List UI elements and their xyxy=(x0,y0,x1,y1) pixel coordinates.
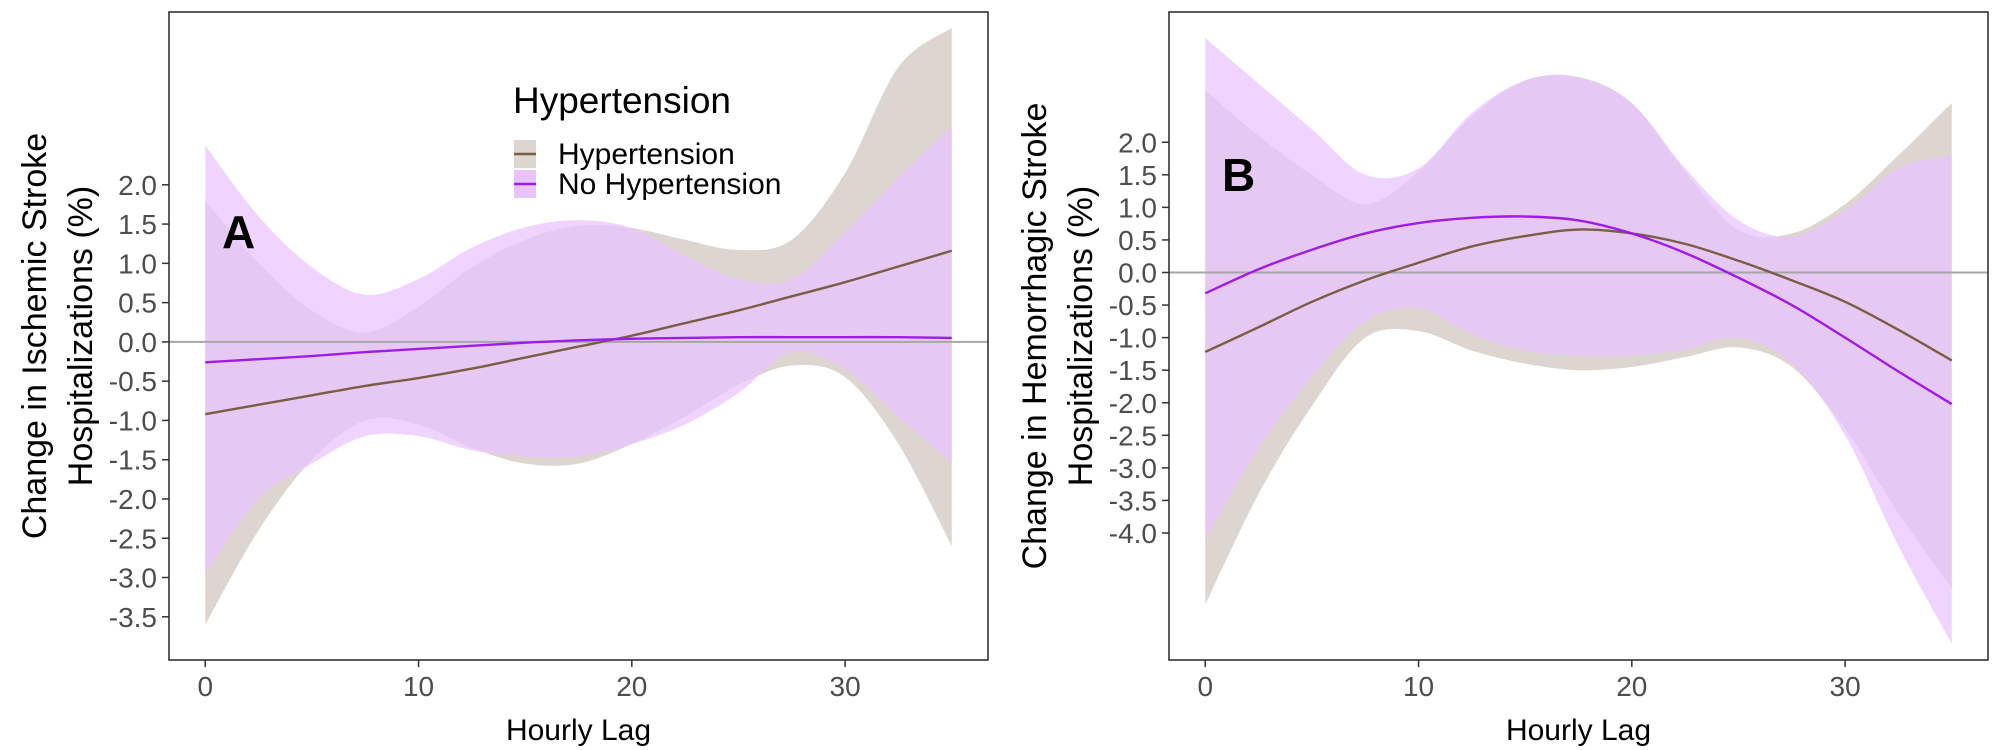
y-tick-label: 0.5 xyxy=(1118,225,1157,256)
panel-border xyxy=(168,11,989,661)
plot-area xyxy=(1169,38,1988,644)
x-tick-label: 10 xyxy=(1403,671,1434,702)
y-tick-label: -1.5 xyxy=(1109,355,1157,386)
legend-entry-label: Hypertension xyxy=(558,138,735,171)
y-tick-label: 0.5 xyxy=(118,288,157,319)
y-tick-label: 2.0 xyxy=(1118,127,1157,158)
series-line-hypertension xyxy=(205,249,953,416)
legend-title: Hypertension xyxy=(513,80,731,121)
series-line-no-hypertension xyxy=(205,335,952,364)
x-tick-label: 30 xyxy=(830,671,861,702)
series-line-hypertension xyxy=(1204,228,1953,362)
y-tick-label: -2.5 xyxy=(109,523,157,554)
y-tick-label: -3.0 xyxy=(109,563,157,594)
x-tick-label: 10 xyxy=(403,671,434,702)
y-tick-label: 0.0 xyxy=(118,327,157,358)
y-axis-title-line-2: Hospitalizations (%) xyxy=(1062,186,1100,486)
y-tick-label: 1.5 xyxy=(1118,160,1157,191)
y-tick-label: -3.5 xyxy=(109,602,157,633)
y-tick-label: -4.0 xyxy=(1109,518,1157,549)
x-tick-label: 0 xyxy=(197,671,213,702)
y-tick-label: -0.5 xyxy=(1109,290,1157,321)
y-tick-label: 1.0 xyxy=(118,248,157,279)
y-tick-label: -1.5 xyxy=(109,445,157,476)
y-tick-label: 1.5 xyxy=(118,209,157,240)
panel-letter: A xyxy=(222,206,255,258)
chart-panel-a: -3.5 -3.0 -2.5 -2.0 -1.5 -1.0 -0.5 0.0 0.5 1.0 1.5… xyxy=(16,11,989,747)
y-tick-label: -2.0 xyxy=(109,484,157,515)
y-tick-label: -3.5 xyxy=(1109,485,1157,516)
y-tick-label: -2.5 xyxy=(1109,420,1157,451)
confidence-band-no-hypertension xyxy=(1205,38,1952,644)
x-tick-label: 20 xyxy=(1616,671,1647,702)
y-tick-label: 0.0 xyxy=(1118,258,1157,289)
panel-border xyxy=(1168,11,1989,661)
chart-panel-b: -4.0-3.5-3.0-2.5-2.0-1.5-1.0-0.50.00.51.… xyxy=(1016,11,1989,747)
y-tick-label: -1.0 xyxy=(109,405,157,436)
y-axis-title-line-1: Change in Ischemic Stroke xyxy=(16,133,54,539)
y-tick-label: 2.0 xyxy=(118,170,157,201)
x-axis-title: Hourly Lag xyxy=(1506,714,1651,747)
y-axis-title-line-1: Change in Hemorrhagic Stroke xyxy=(1016,103,1054,570)
y-tick-label: 1.0 xyxy=(1118,192,1157,223)
confidence-band-no-hypertension xyxy=(205,125,952,574)
plot-area xyxy=(169,27,988,625)
x-tick-label: 30 xyxy=(1830,671,1861,702)
series-line-no-hypertension xyxy=(1204,215,1953,406)
x-tick-label: 0 xyxy=(1197,671,1213,702)
legend-entry-label: No Hypertension xyxy=(558,168,781,201)
y-tick-label: -3.0 xyxy=(1109,453,1157,484)
y-tick-label: -0.5 xyxy=(109,366,157,397)
x-tick-label: 20 xyxy=(616,671,647,702)
panel-letter: B xyxy=(1222,149,1255,201)
x-axis-title: Hourly Lag xyxy=(506,714,651,747)
y-tick-label: -2.0 xyxy=(1109,388,1157,419)
y-axis-title-line-2: Hospitalizations (%) xyxy=(62,186,100,486)
y-tick-label: -1.0 xyxy=(1109,323,1157,354)
